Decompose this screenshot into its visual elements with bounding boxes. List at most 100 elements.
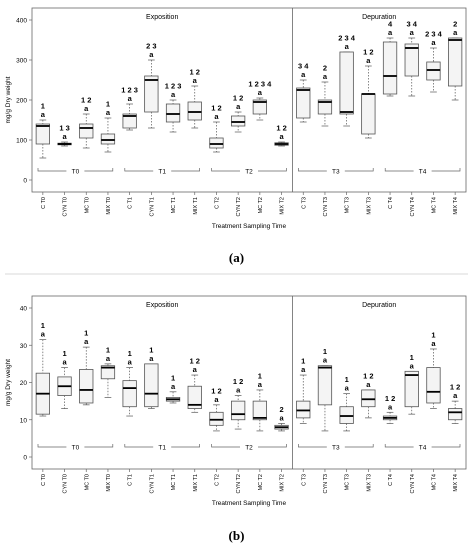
panel-a-annotation-letter: a [149,50,154,59]
panel-a-annotation-numbers: 2 3 4 [338,34,356,43]
panel-a-box-cyn-t4 [404,43,419,77]
panel-a-group-label-bg [413,167,432,175]
panel-b-x-tick-label: MIX T1 [193,474,199,492]
panel-b-section-title-depuration: Depuration [362,302,396,309]
panel-b-x-tick-label: CYN T4 [410,474,416,493]
panel-b-annotation-letter: a [388,402,393,411]
panel-b-x-tick-label: CYN T1 [149,474,155,493]
panel-b-box-mc-t4 [426,367,441,404]
panel-b-y-tick-label: 40 [20,306,28,313]
panel-b-annotation-numbers: 1 [41,321,45,330]
panel-b-x-tick-label: MIX T2 [280,474,286,492]
panel-b-annotation-letter: a [410,361,415,370]
panel-a-x-tick-label: CYN T3 [323,197,329,216]
panel-b-section-title-exposition: Exposition [146,302,178,309]
panel-a-annotation-numbers: 2 3 [146,42,156,51]
panel-b-annotation-letter: a [41,330,46,339]
panel-b-y-tick-label: 20 [20,380,28,387]
panel-a-x-tick-label: MIX T2 [280,197,286,215]
panel-b-box-mix-t1 [187,385,202,409]
panel-a-annotation-numbers: 2 [453,20,457,29]
panel-a-x-tick-label: C T4 [388,197,394,209]
panel-a-annotation-letter: a [388,28,393,37]
panel-b-annotation-numbers: 1 2 [450,383,460,392]
panel-a-annotation-numbers: 1 3 [59,124,69,133]
panel-a-group-label-t2: T2 [245,169,253,176]
panel-b-x-tick-label: C T0 [41,474,47,486]
panel-a-annotation-letter: a [431,38,436,47]
panel-a-box-mc-t3 [339,51,354,115]
panel-b-annotation-letter: a [323,356,328,365]
panel-a-x-tick-label: C T1 [128,197,134,209]
panel-b-box-mix-t3 [361,389,376,408]
panel-a-group-label-bg [153,167,172,175]
panel-a-annotation-letter: a [345,42,350,51]
panel-b-box-mix-t0 [100,365,116,380]
panel-b-box-cyn-t4 [404,370,419,408]
panel-a-box-c-t3 [296,87,311,119]
panel-b-y-tick-label: 0 [23,455,27,462]
panel-a-x-tick-label: CYN T4 [410,197,416,216]
panel-a-annotation-letter: a [258,88,263,97]
panel-a-y-tick-label: 300 [16,58,27,65]
panel-a-box-c-t2 [209,137,224,149]
panel-a-x-tick-label: C T2 [214,197,220,209]
panel-b-x-tick-label: MC T1 [171,474,177,490]
panel-b-x-tick-label: MC T0 [84,474,90,490]
panel-a-annotation-numbers: 1 2 3 [165,82,182,91]
panel-a-group-label-bg [240,167,258,175]
panel-a-x-tick-label: MC T2 [258,197,264,213]
panel-a-y-tick-label: 400 [16,18,27,25]
panel-a-box-mix-t3 [361,93,376,135]
panel-b-annotation-numbers: 2 [279,405,283,414]
panel-a-annotation-numbers: 1 2 [276,124,286,133]
panel-b-box-mc-t2 [252,400,267,421]
panel-a-annotation-numbers: 3 4 [298,62,309,71]
panel-a-x-axis-label: Treatment Sampling Time [212,223,287,230]
panel-a-annotation-numbers: 1 2 [233,94,243,103]
panel-b-group-label-bg [66,443,85,451]
panel-b-annotation-letter: a [279,413,284,422]
panel-a-box-cyn-t1 [144,75,159,113]
panel-b-annotation-numbers: 1 2 [385,394,395,403]
panel-a-annotation-letter: a [128,94,133,103]
panel-a-x-tick-label: CYN T0 [63,197,69,216]
panel-a-x-tick-label: MIX T3 [366,197,372,215]
panel-a-annotation-numbers: 1 2 [211,104,221,113]
panel-b-annotation-letter: a [366,380,371,389]
panel-a-annotation-letter: a [193,76,198,85]
panel-a-box-cyn-t2 [231,115,246,127]
panel-a-group-label-bg [66,167,85,175]
panel-b-annotation-letter: a [171,382,176,391]
panel-a-x-tick-label: MIX T1 [193,197,199,215]
panel-a-annotation-letter: a [453,28,458,37]
panel-a-frame [31,7,467,193]
panel-a-group-label-bg [326,167,345,175]
panel-b-group-label-bg [153,443,172,451]
panel-a-annotation-letter: a [106,108,111,117]
panel-b-annotation-numbers: 1 [431,330,435,339]
panel-b-group-label-bg [413,443,432,451]
panel-a-box-mc-t0 [79,123,94,139]
panel-b-annotation-letter: a [84,337,89,346]
panel-a-annotation-numbers: 3 4 [407,20,418,29]
panel-b-group-label-t4: T4 [419,445,427,452]
panel-b-box-cyn-t1 [144,363,159,408]
panel-a-annotation-letter: a [279,132,284,141]
panel-b-x-tick-label: MIX T4 [453,474,459,492]
panel-b-x-tick-label: C T3 [301,474,307,486]
panel-a-annotation-letter: a [366,56,371,65]
panel-b-x-tick-label: CYN T2 [236,474,242,493]
panel-a-y-tick-label: 100 [16,138,27,145]
panel-b-x-tick-label: MIX T0 [106,474,112,492]
panel-a-annotation-letter: a [301,70,306,79]
panel-b-x-tick-label: CYN T3 [323,474,329,493]
panel-b-caption: (b) [228,528,245,543]
panel-b-annotation-letter: a [149,354,154,363]
panel-b-annotation-numbers: 1 [62,349,66,358]
panel-a-annotation-numbers: 1 [106,100,110,109]
panel-b-group-label-bg [326,443,345,451]
panel-a-annotation-letter: a [84,104,89,113]
panel-a-x-tick-label: MC T3 [345,197,351,213]
